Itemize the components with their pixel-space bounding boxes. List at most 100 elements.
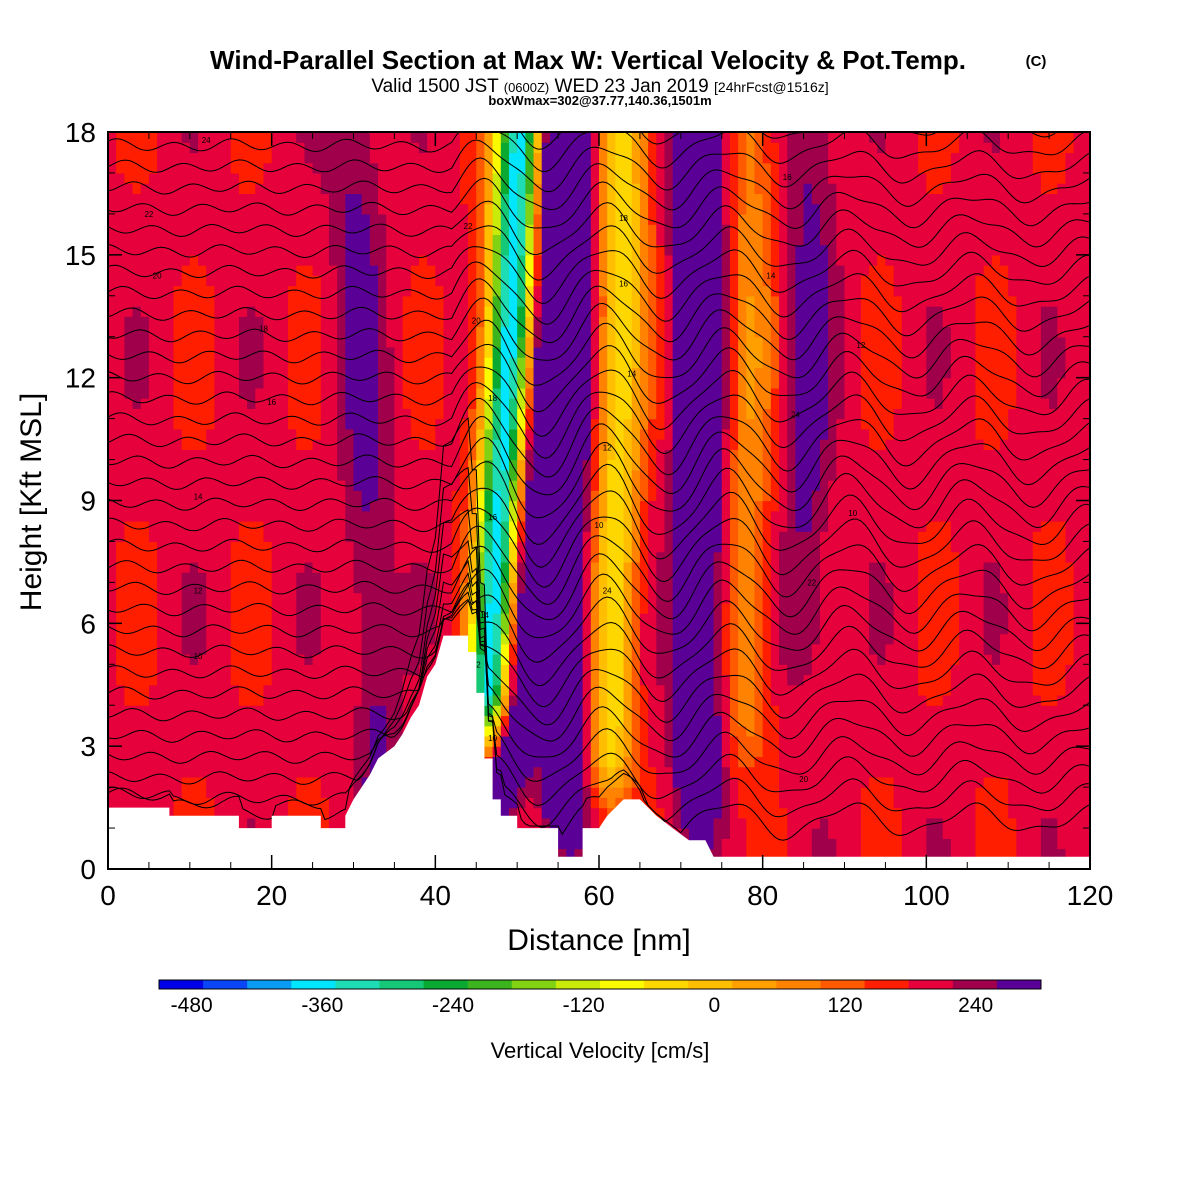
- velocity-cell: [934, 561, 944, 573]
- velocity-cell: [328, 449, 338, 461]
- velocity-cell: [328, 715, 338, 727]
- velocity-cell: [926, 817, 936, 829]
- velocity-cell: [852, 725, 862, 737]
- velocity-cell: [222, 551, 232, 563]
- velocity-cell: [721, 807, 731, 819]
- velocity-cell: [819, 756, 829, 768]
- velocity-cell: [582, 551, 592, 563]
- velocity-cell: [124, 510, 134, 522]
- velocity-cell: [795, 756, 805, 768]
- velocity-cell: [983, 510, 993, 522]
- velocity-cell: [934, 838, 944, 850]
- velocity-cell: [1049, 674, 1058, 686]
- velocity-cell: [165, 654, 175, 665]
- velocity-cell: [345, 561, 355, 573]
- velocity-cell: [296, 613, 305, 624]
- velocity-cell: [639, 490, 649, 502]
- velocity-cell: [181, 561, 191, 573]
- velocity-cell: [991, 725, 1001, 737]
- velocity-cell: [729, 746, 739, 758]
- velocity-cell: [582, 541, 592, 553]
- velocity-cell: [811, 633, 821, 645]
- velocity-cell: [631, 735, 641, 747]
- velocity-cell: [328, 541, 338, 553]
- velocity-cell: [844, 684, 854, 696]
- velocity-cell: [967, 848, 977, 860]
- velocity-cell: [230, 592, 240, 604]
- velocity-cell: [869, 787, 878, 798]
- velocity-cell: [959, 797, 968, 809]
- velocity-cell: [386, 684, 396, 696]
- velocity-cell: [230, 469, 240, 481]
- velocity-cell: [713, 735, 723, 747]
- velocity-cell: [566, 694, 576, 706]
- velocity-cell: [296, 449, 305, 461]
- velocity-cell: [762, 654, 772, 665]
- velocity-cell: [934, 694, 944, 706]
- velocity-cell: [639, 520, 649, 532]
- velocity-cell: [296, 439, 305, 450]
- velocity-cell: [549, 735, 559, 747]
- velocity-cell: [124, 541, 134, 553]
- velocity-cell: [1065, 582, 1075, 594]
- velocity-cell: [1016, 500, 1026, 512]
- velocity-cell: [271, 480, 281, 491]
- velocity-cell: [1065, 735, 1075, 747]
- velocity-cell: [885, 797, 895, 809]
- velocity-cell: [418, 459, 428, 471]
- velocity-cell: [402, 500, 412, 512]
- velocity-cell: [860, 551, 870, 563]
- velocity-cell: [492, 776, 502, 788]
- velocity-cell: [181, 449, 191, 461]
- velocity-cell: [1081, 551, 1090, 563]
- velocity-cell: [975, 520, 985, 532]
- velocity-cell: [468, 531, 477, 543]
- velocity-cell: [599, 684, 608, 696]
- velocity-cell: [157, 449, 166, 461]
- velocity-cell: [697, 725, 706, 737]
- velocity-cell: [279, 694, 289, 706]
- velocity-cell: [116, 797, 125, 809]
- velocity-cell: [770, 817, 780, 829]
- velocity-cell: [230, 500, 240, 512]
- velocity-cell: [369, 725, 379, 737]
- velocity-cell: [108, 592, 117, 604]
- velocity-cell: [1008, 582, 1017, 594]
- velocity-cell: [582, 623, 592, 635]
- velocity-cell: [402, 490, 412, 502]
- velocity-cell: [132, 449, 142, 461]
- velocity-cell: [328, 490, 338, 502]
- velocity-cell: [435, 592, 445, 604]
- velocity-cell: [353, 623, 363, 635]
- velocity-cell: [950, 643, 960, 655]
- velocity-cell: [934, 633, 944, 645]
- velocity-cell: [746, 613, 756, 624]
- velocity-cell: [705, 787, 715, 798]
- velocity-cell: [173, 531, 183, 543]
- velocity-cell: [230, 797, 240, 809]
- velocity-cell: [762, 828, 772, 839]
- velocity-cell: [689, 500, 698, 512]
- velocity-cell: [181, 766, 191, 778]
- velocity-cell: [909, 551, 919, 563]
- velocity-cell: [1024, 469, 1034, 481]
- velocity-cell: [247, 746, 256, 758]
- velocity-cell: [402, 654, 412, 665]
- velocity-cell: [631, 715, 641, 727]
- velocity-cell: [746, 459, 756, 471]
- velocity-cell: [132, 439, 142, 450]
- velocity-cell: [337, 449, 346, 461]
- velocity-cell: [263, 654, 273, 665]
- velocity-cell: [304, 551, 314, 563]
- velocity-cell: [410, 510, 420, 522]
- velocity-cell: [697, 674, 706, 686]
- velocity-cell: [140, 776, 150, 788]
- velocity-cell: [574, 531, 584, 543]
- velocity-cell: [836, 633, 846, 645]
- velocity-cell: [664, 602, 674, 614]
- velocity-cell: [214, 449, 224, 461]
- velocity-cell: [484, 520, 494, 532]
- velocity-cell: [680, 654, 690, 665]
- velocity-cell: [337, 623, 346, 635]
- velocity-cell: [238, 766, 248, 778]
